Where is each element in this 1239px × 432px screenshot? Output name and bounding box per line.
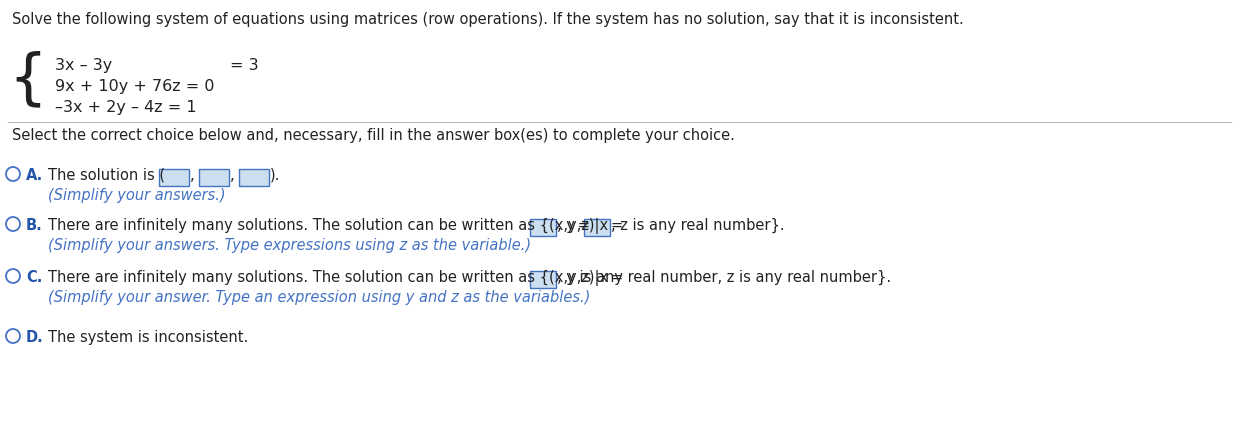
- Text: Select the correct choice below and, necessary, fill in the answer box(es) to co: Select the correct choice below and, nec…: [12, 128, 735, 143]
- Text: (Simplify your answers.): (Simplify your answers.): [48, 188, 225, 203]
- FancyBboxPatch shape: [530, 219, 556, 236]
- FancyBboxPatch shape: [199, 169, 229, 186]
- Text: , z is any real number}.: , z is any real number}.: [611, 218, 784, 233]
- Text: (Simplify your answer. Type an expression using y and z as the variables.): (Simplify your answer. Type an expressio…: [48, 290, 590, 305]
- Text: , y is any real number, z is any real number}.: , y is any real number, z is any real nu…: [558, 270, 891, 285]
- Text: The solution is (: The solution is (: [48, 168, 165, 183]
- Text: (Simplify your answers. Type expressions using z as the variable.): (Simplify your answers. Type expressions…: [48, 238, 532, 253]
- FancyBboxPatch shape: [530, 271, 556, 288]
- Text: 9x + 10y + 76z = 0: 9x + 10y + 76z = 0: [55, 79, 214, 94]
- Text: {: {: [9, 51, 47, 109]
- Text: ,: ,: [190, 168, 195, 183]
- Text: ).: ).: [270, 168, 280, 183]
- Text: D.: D.: [26, 330, 43, 345]
- Text: Solve the following system of equations using matrices (row operations). If the : Solve the following system of equations …: [12, 12, 964, 27]
- Text: The system is inconsistent.: The system is inconsistent.: [48, 330, 248, 345]
- FancyBboxPatch shape: [159, 169, 190, 186]
- Text: ,: ,: [230, 168, 234, 183]
- Text: 3x – 3y: 3x – 3y: [55, 58, 113, 73]
- Text: = 3: = 3: [230, 58, 259, 73]
- Text: There are infinitely many solutions. The solution can be written as {(x,y,z)|x =: There are infinitely many solutions. The…: [48, 218, 623, 234]
- Text: –3x + 2y – 4z = 1: –3x + 2y – 4z = 1: [55, 100, 197, 115]
- FancyBboxPatch shape: [239, 169, 269, 186]
- FancyBboxPatch shape: [584, 219, 610, 236]
- Text: A.: A.: [26, 168, 43, 183]
- Text: B.: B.: [26, 218, 43, 233]
- Text: There are infinitely many solutions. The solution can be written as {(x,y,z)|x =: There are infinitely many solutions. The…: [48, 270, 623, 286]
- Text: C.: C.: [26, 270, 42, 285]
- Text: , y =: , y =: [558, 218, 590, 233]
